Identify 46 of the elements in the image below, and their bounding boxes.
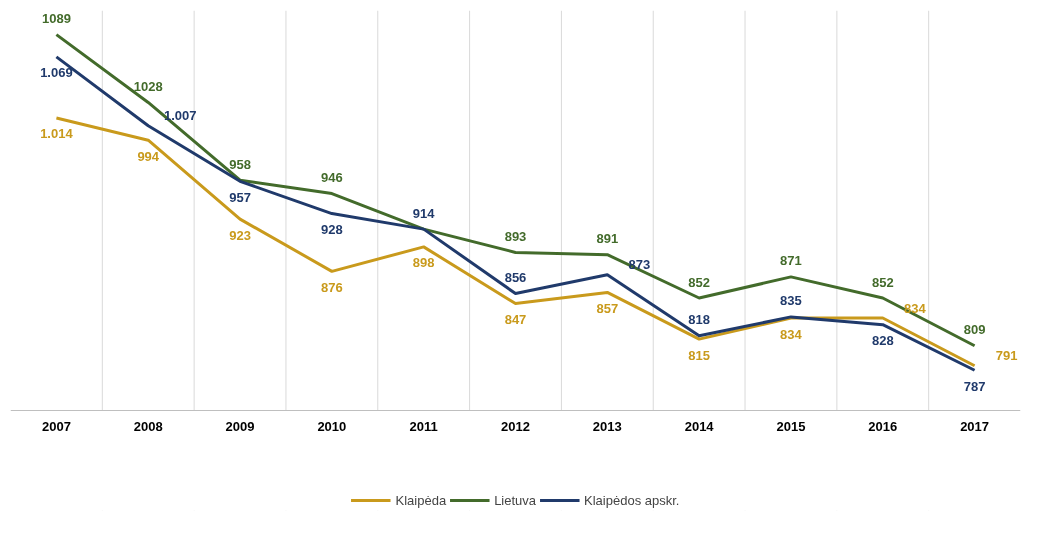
x-tick-label: 2013: [592, 418, 622, 434]
legend-label: Klaipėda: [395, 492, 447, 508]
data-label: 914: [412, 205, 436, 221]
data-label: 1.069: [40, 65, 73, 81]
data-label: 898: [412, 255, 435, 271]
x-tick-label: 2010: [317, 418, 347, 434]
data-label: 958: [229, 156, 251, 172]
data-label: 957: [229, 189, 251, 205]
data-label: 852: [871, 274, 894, 290]
data-label: 1089: [41, 11, 71, 27]
data-label: 809: [963, 322, 986, 338]
data-label: 834: [780, 326, 803, 342]
data-label: 787: [963, 378, 986, 394]
data-label: 828: [871, 333, 894, 349]
x-tick-label: 2008: [133, 418, 163, 434]
data-label: 815: [688, 347, 710, 363]
data-label: 928: [321, 222, 343, 238]
data-label: 834: [903, 300, 927, 316]
data-label: 876: [321, 279, 343, 295]
data-label: 871: [780, 253, 802, 269]
x-tick-label: 2011: [409, 418, 438, 434]
data-label: 873: [628, 257, 651, 273]
data-label: 994: [137, 148, 160, 164]
x-tick-label: 2012: [501, 418, 530, 434]
data-label: 847: [504, 312, 527, 328]
data-label: 891: [596, 231, 619, 247]
data-label: 835: [780, 293, 802, 309]
data-label: 1.007: [163, 108, 197, 124]
data-label: 856: [504, 270, 527, 286]
x-tick-label: 2007: [41, 418, 71, 434]
data-label: 857: [596, 300, 619, 316]
x-tick-label: 2016: [868, 418, 898, 434]
x-tick-label: 2014: [684, 418, 715, 434]
x-tick-label: 2009: [225, 418, 255, 434]
data-label: 1028: [133, 78, 163, 94]
x-tick-label: 2015: [776, 418, 806, 434]
data-label: 1.014: [40, 126, 74, 142]
data-label: 923: [229, 227, 251, 243]
data-label: 893: [504, 228, 527, 244]
x-tick-label: 2017: [960, 418, 990, 434]
legend-label: Klaipėdos apskr.: [584, 492, 680, 508]
data-label: 818: [688, 312, 710, 328]
data-label: 852: [688, 274, 710, 290]
legend-label: Lietuva: [494, 492, 537, 508]
data-label: 946: [321, 170, 343, 186]
data-label: 791: [995, 348, 1018, 364]
